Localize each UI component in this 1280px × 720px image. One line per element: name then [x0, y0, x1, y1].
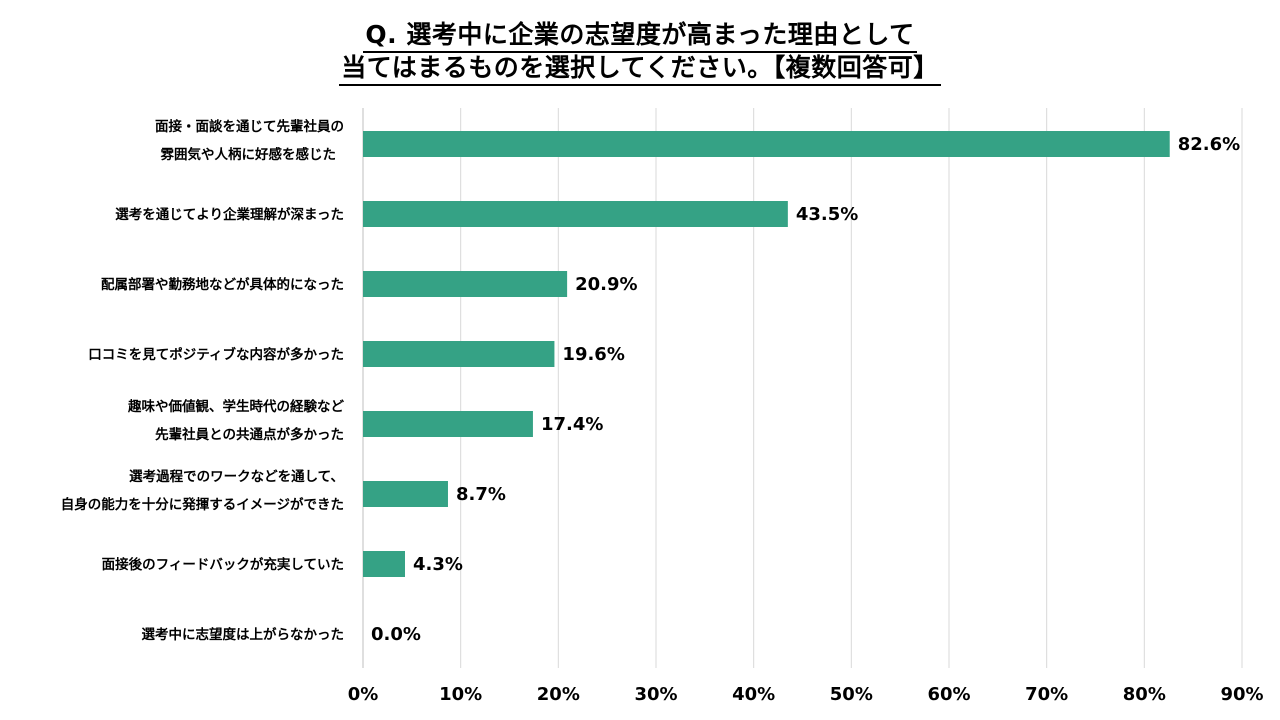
- value-label: 4.3%: [413, 554, 463, 575]
- x-tick-label: 20%: [537, 684, 580, 705]
- x-tick-label: 30%: [634, 684, 677, 705]
- value-label: 8.7%: [456, 484, 506, 505]
- bar: [363, 481, 448, 507]
- value-label: 20.9%: [575, 274, 637, 295]
- category-label: 口コミを見てポジティブな内容が多かった: [88, 346, 344, 363]
- value-label: 82.6%: [1178, 134, 1240, 155]
- category-label: 選考中に志望度は上がらなかった: [142, 626, 345, 643]
- category-label: 選考過程でのワークなどを通して、: [129, 468, 344, 485]
- bar: [363, 131, 1170, 157]
- category-label: 面接・面談を通じて先輩社員の: [155, 118, 344, 135]
- x-tick-label: 80%: [1123, 684, 1166, 705]
- chart-title-line-2: 当てはまるものを選択してください。【複数回答可】: [339, 53, 941, 86]
- category-label: 趣味や価値観、学生時代の経験など: [127, 398, 344, 415]
- x-tick-label: 90%: [1220, 684, 1263, 705]
- value-label: 0.0%: [371, 624, 421, 645]
- bar: [363, 341, 555, 367]
- bar: [363, 551, 405, 577]
- category-label: 選考を通じてより企業理解が深まった: [115, 206, 344, 223]
- value-label: 19.6%: [562, 344, 624, 365]
- bar: [363, 411, 533, 437]
- value-label: 43.5%: [796, 204, 858, 225]
- category-label: 先輩社員との共通点が多かった: [155, 426, 344, 443]
- x-tick-label: 0%: [348, 684, 379, 705]
- chart-title: Q. 選考中に企業の志望度が高まった理由として 当てはまるものを選択してください…: [0, 20, 1280, 86]
- category-label: 面接後のフィードバックが充実していた: [102, 556, 344, 573]
- category-label: 雰囲気や人柄に好感を感じた: [161, 146, 337, 163]
- chart-title-line-1: Q. 選考中に企業の志望度が高まった理由として: [363, 20, 917, 53]
- bar: [363, 271, 568, 297]
- value-label: 17.4%: [541, 414, 603, 435]
- x-tick-label: 70%: [1025, 684, 1068, 705]
- x-tick-label: 10%: [439, 684, 482, 705]
- x-tick-label: 50%: [830, 684, 873, 705]
- x-tick-label: 60%: [927, 684, 970, 705]
- category-label: 自身の能力を十分に発揮するイメージができた: [61, 496, 344, 513]
- bar: [363, 201, 788, 227]
- x-tick-label: 40%: [732, 684, 775, 705]
- category-label: 配属部署や勤務地などが具体的になった: [101, 276, 344, 293]
